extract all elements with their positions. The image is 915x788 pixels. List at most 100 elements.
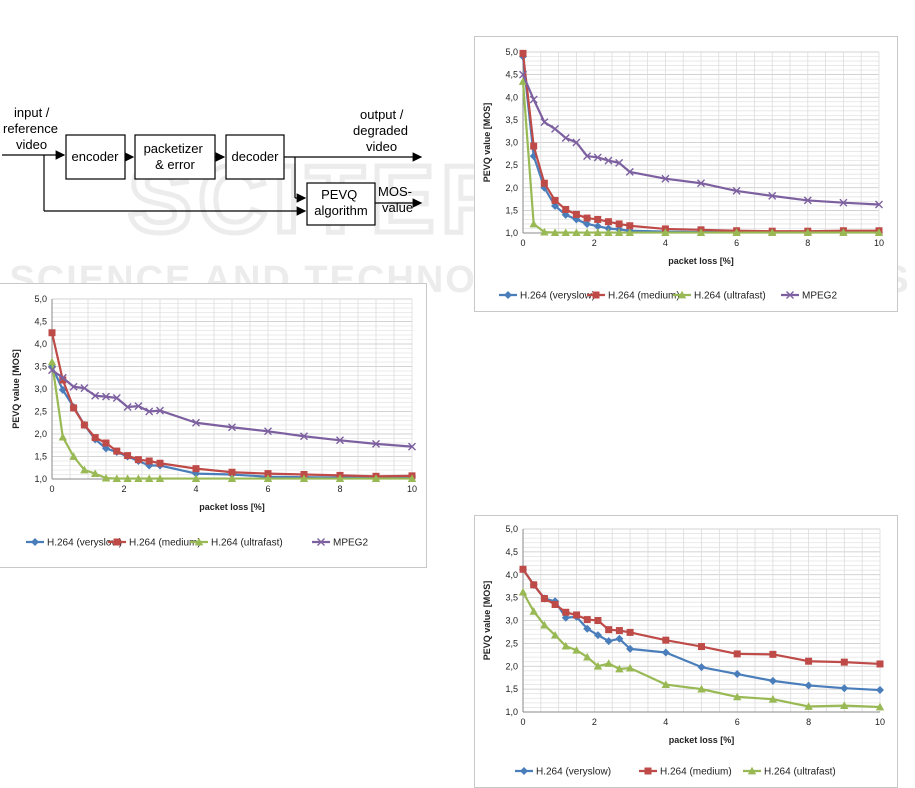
legend-label: H.264 (medium) [129,538,201,549]
legend-item: H.264 (ultrafast) [743,767,836,778]
data-point [48,329,56,337]
data-point [372,439,380,448]
data-point [335,474,345,482]
y-axis-title: PEVQ value [MOS] [482,581,492,661]
data-point [662,636,670,644]
data-point [529,95,538,104]
data-point [134,456,142,464]
data-point [839,228,848,236]
data-point [733,670,742,679]
data-point [572,138,581,147]
legend-label: H.264 (medium) [608,291,680,302]
data-point [732,228,741,236]
data-point [80,384,89,393]
data-point [803,228,812,236]
data-point [572,228,581,236]
data-point [145,407,154,416]
data-point [593,153,602,162]
data-point [550,228,560,236]
y-tick-label: 1,0 [505,228,518,238]
data-point [145,457,153,465]
data-point [583,624,592,633]
data-point [840,684,849,693]
x-tick-label: 6 [734,238,739,248]
data-point [519,70,527,79]
y-tick-label: 4,0 [505,570,518,580]
mos-value-label: MOS- value [378,184,416,215]
pevq-chart-bottom-right: 1,0 1,5 2,0 2,5 3,0 3,5 4,0 4,5 5,0 0 2 4 6 8 10 packet… [474,515,898,788]
x-tick-label: 2 [592,238,597,248]
y-tick-label: 3,0 [505,138,518,148]
data-point [519,565,527,573]
data-point [696,228,706,236]
data-point [134,474,143,482]
data-point [804,681,813,690]
data-point [615,158,624,167]
legend-label: H.264 (ultrafast) [764,767,836,778]
data-point [407,474,417,482]
pevq-chart-top-right: 1,0 1,5 2,0 2,5 3,0 3,5 4,0 4,5 5,0 0 2 4 6 8 10 packet… [474,36,898,312]
pevq-algorithm-block: PEVQ algorithm [306,182,376,226]
data-point [299,474,309,482]
data-point [191,474,201,482]
legend-label: H.264 (ultrafast) [694,291,766,302]
data-point [561,133,570,142]
chart-svg: 1,0 1,5 2,0 2,5 3,0 3,5 4,0 4,5 5,0 0 2 4 6 8 10 packet… [482,47,884,302]
data-point [626,222,634,230]
legend-label: H.264 (veryslow) [520,291,595,302]
packetizer-block: packetizer & error [134,134,216,180]
series-medium [48,329,416,480]
y-tick-label: 3,5 [505,115,518,125]
data-point [615,664,624,673]
y-tick-label: 1,5 [505,684,518,694]
decoder-block: decoder [225,134,285,180]
y-tick-label: 3,5 [34,362,47,372]
series-ultrafast [518,587,885,711]
series-ultrafast [47,357,417,482]
data-point [69,452,78,460]
legend: H.264 (veryslow) H.264 (medium) H.264 (ult… [515,767,836,778]
data-point [583,616,591,624]
x-tick-label: 4 [663,238,668,248]
y-axis-title: PEVQ value [MOS] [482,103,492,183]
data-point [70,404,78,412]
data-point [733,692,742,701]
data-point [101,473,111,482]
data-point [583,152,592,161]
svg-text:decoder: decoder [232,149,280,164]
data-point [625,663,635,672]
data-point [551,600,559,608]
data-point [661,680,670,688]
y-tick-label: 4,5 [505,70,518,80]
y-tick-label: 5,0 [505,47,518,57]
x-tick-label: 10 [874,238,884,248]
data-point [80,465,89,474]
data-point [102,392,110,401]
data-point [91,391,100,400]
data-point [874,228,884,236]
y-tick-label: 1,5 [34,452,47,462]
data-point [768,694,778,703]
data-point [604,218,612,226]
legend-item: H.264 (medium) [587,291,680,302]
legend-marker [592,291,600,299]
data-point [529,607,538,615]
grid [51,298,413,480]
data-point [594,617,602,624]
x-tick-label: 0 [520,238,525,248]
data-point [58,432,67,441]
legend-marker [677,290,687,299]
data-point [583,652,592,661]
legend-item: H.264 (medium) [108,538,201,549]
data-point [264,427,272,436]
data-point [145,474,154,482]
y-tick-label: 1,0 [34,474,47,484]
data-point [661,174,670,183]
x-tick-label: 4 [193,484,198,494]
legend-marker [786,291,794,299]
x-axis-title: packet loss [%] [669,735,735,745]
data-point [876,660,884,668]
data-point [80,421,88,429]
data-point [91,469,100,477]
series-mpeg2 [519,70,883,209]
